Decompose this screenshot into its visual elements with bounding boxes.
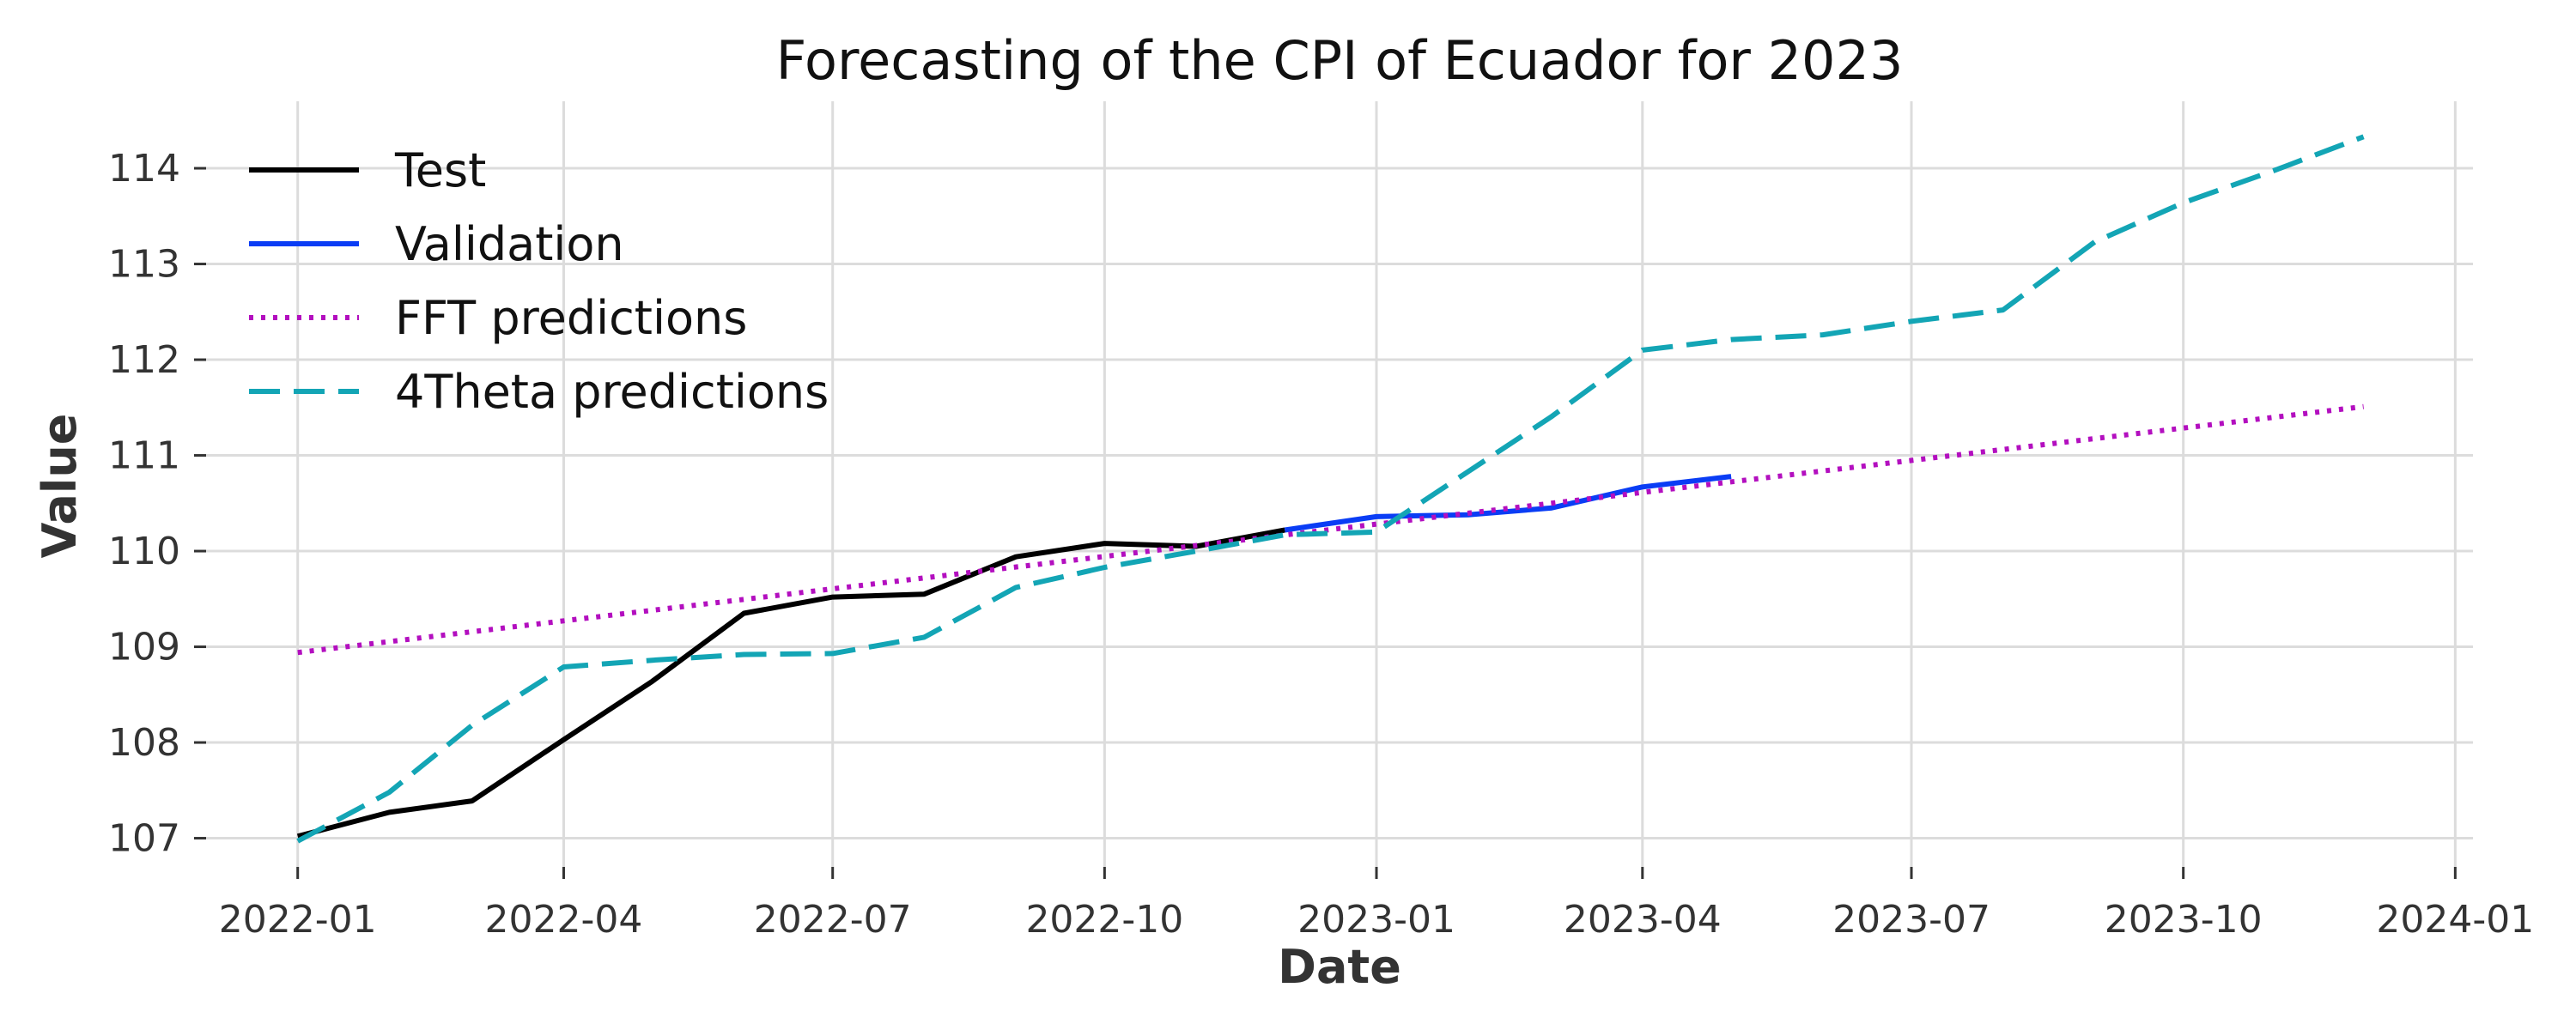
y-tick-label: 112 bbox=[108, 338, 180, 382]
x-tick-label: 2023-07 bbox=[1832, 898, 1990, 942]
legend-label: 4Theta predictions bbox=[395, 365, 829, 419]
y-tick-label: 111 bbox=[108, 434, 180, 478]
y-tick-label: 107 bbox=[108, 817, 180, 861]
y-tick-label: 110 bbox=[108, 530, 180, 573]
x-tick-label: 2023-01 bbox=[1297, 898, 1455, 942]
x-tick-label: 2024-01 bbox=[2376, 898, 2534, 942]
series-line-4theta-predictions bbox=[296, 134, 2365, 844]
x-axis-label: Date bbox=[1278, 940, 1401, 994]
series-line-validation bbox=[1284, 474, 1732, 533]
legend-label: Test bbox=[394, 143, 486, 197]
x-tick-label: 2022-01 bbox=[219, 898, 377, 942]
x-tick-label: 2022-04 bbox=[485, 898, 643, 942]
ticks-layer: 2022-01 2022-04 2022-07 2022-10 2023-01 2023-… bbox=[108, 147, 2534, 942]
chart-title: Forecasting of the CPI of Ecuador for 20… bbox=[776, 29, 1904, 92]
x-tick-label: 2022-10 bbox=[1025, 898, 1183, 942]
x-tick-label: 2022-07 bbox=[754, 898, 912, 942]
y-tick-label: 108 bbox=[108, 721, 180, 765]
legend-label: FFT predictions bbox=[395, 291, 747, 345]
series-layer bbox=[296, 134, 2365, 844]
y-tick-label: 109 bbox=[108, 626, 180, 670]
legend-label: Validation bbox=[395, 217, 624, 271]
series-line-fft-predictions bbox=[297, 403, 2364, 656]
grid-layer bbox=[206, 101, 2473, 867]
x-tick-label: 2023-04 bbox=[1564, 898, 1722, 942]
y-axis-label: Value bbox=[33, 414, 87, 559]
y-tick-label: 114 bbox=[108, 147, 180, 191]
series-line-test bbox=[296, 527, 1285, 839]
y-tick-label: 113 bbox=[108, 243, 180, 287]
legend: Test Validation FFT predictions 4Theta pred… bbox=[249, 143, 829, 419]
x-tick-label: 2023-10 bbox=[2105, 898, 2263, 942]
